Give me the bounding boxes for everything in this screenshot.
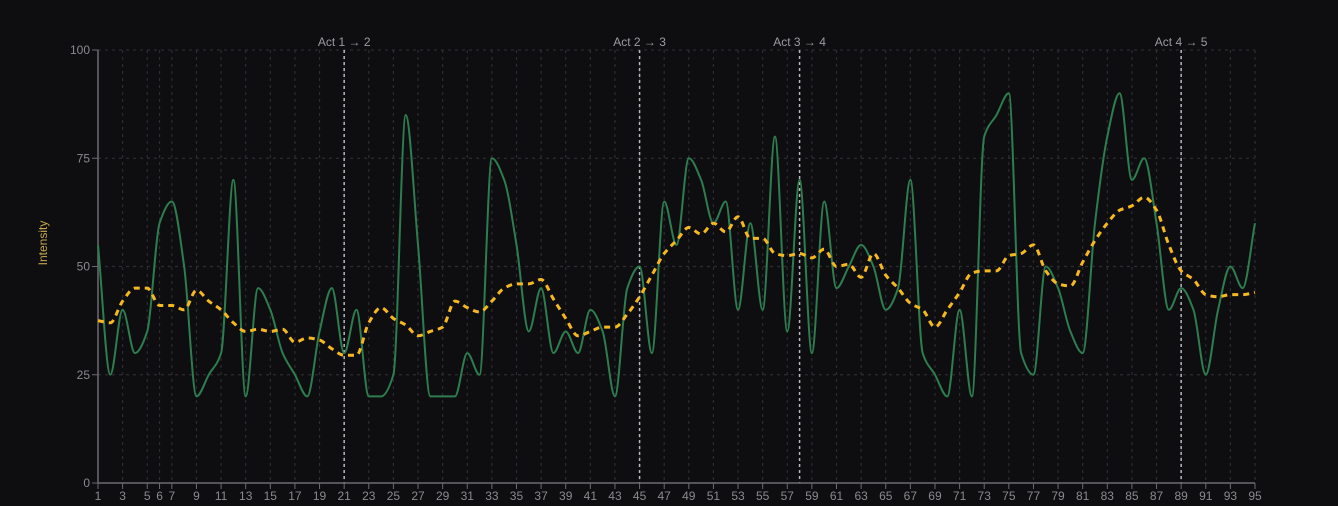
x-tick-label: 31 xyxy=(461,489,475,503)
x-tick-label: 75 xyxy=(1002,489,1016,503)
x-tick-label: 81 xyxy=(1076,489,1090,503)
x-tick-label: 85 xyxy=(1125,489,1139,503)
x-tick-label: 65 xyxy=(879,489,893,503)
x-tick-label: 29 xyxy=(436,489,450,503)
x-tick-label: 67 xyxy=(904,489,918,503)
x-tick-label: 1 xyxy=(95,489,102,503)
x-tick-label: 27 xyxy=(411,489,425,503)
x-tick-label: 21 xyxy=(337,489,351,503)
x-tick-label: 55 xyxy=(756,489,770,503)
x-tick-label: 45 xyxy=(633,489,647,503)
x-tick-label: 25 xyxy=(387,489,401,503)
x-tick-label: 39 xyxy=(559,489,573,503)
y-tick-label: 0 xyxy=(83,476,90,490)
x-tick-label: 53 xyxy=(731,489,745,503)
x-tick-label: 5 xyxy=(144,489,151,503)
x-tick-label: 6 xyxy=(156,489,163,503)
x-tick-label: 43 xyxy=(608,489,622,503)
x-tick-label: 59 xyxy=(805,489,819,503)
x-tick-label: 35 xyxy=(510,489,524,503)
y-tick-label: 100 xyxy=(70,43,90,57)
y-axis-title: Intensity xyxy=(36,221,50,266)
act-marker-label: Act 2 → 3 xyxy=(613,35,666,49)
x-tick-label: 49 xyxy=(682,489,696,503)
x-tick-label: 3 xyxy=(119,489,126,503)
x-tick-label: 41 xyxy=(584,489,598,503)
x-tick-label: 87 xyxy=(1150,489,1164,503)
x-tick-label: 73 xyxy=(978,489,992,503)
x-tick-label: 17 xyxy=(288,489,302,503)
x-tick-label: 61 xyxy=(830,489,844,503)
data-series xyxy=(97,92,1256,398)
act-marker-label: Act 1 → 2 xyxy=(318,35,371,49)
x-tick-label: 37 xyxy=(534,489,548,503)
x-tick-label: 13 xyxy=(239,489,253,503)
act-marker-label: Act 3 → 4 xyxy=(773,35,826,49)
x-tick-label: 15 xyxy=(264,489,278,503)
moving-average-line xyxy=(97,195,1256,357)
intensity-line xyxy=(97,92,1256,398)
x-tick-label: 11 xyxy=(215,489,228,503)
x-tick-label: 23 xyxy=(362,489,376,503)
act-marker-label: Act 4 → 5 xyxy=(1155,35,1208,49)
x-tick-label: 79 xyxy=(1051,489,1065,503)
y-tick-label: 75 xyxy=(77,151,91,165)
x-tick-label: 91 xyxy=(1199,489,1213,503)
x-tick-label: 89 xyxy=(1174,489,1188,503)
grid-lines xyxy=(97,49,1256,484)
x-tick-label: 51 xyxy=(707,489,721,503)
x-tick-label: 77 xyxy=(1027,489,1041,503)
y-tick-label: 50 xyxy=(77,260,91,274)
x-tick-label: 9 xyxy=(193,489,200,503)
x-tick-label: 83 xyxy=(1101,489,1115,503)
x-tick-label: 71 xyxy=(953,489,967,503)
x-tick-label: 19 xyxy=(313,489,327,503)
x-tick-label: 7 xyxy=(169,489,176,503)
x-tick-label: 93 xyxy=(1224,489,1238,503)
y-tick-label: 25 xyxy=(77,368,91,382)
x-tick-label: 47 xyxy=(658,489,672,503)
act-transition-markers: Act 1 → 2 Act 2 → 3 Act 3 → 4 Act 4 → 5 xyxy=(318,35,1208,483)
x-tick-label: 57 xyxy=(781,489,795,503)
x-tick-label: 69 xyxy=(928,489,942,503)
x-tick-label: 63 xyxy=(854,489,868,503)
x-tick-label: 95 xyxy=(1248,489,1262,503)
x-tick-label: 33 xyxy=(485,489,499,503)
